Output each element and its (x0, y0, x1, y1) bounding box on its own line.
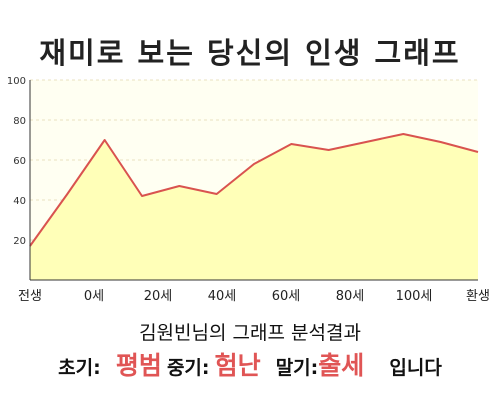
area-fill (30, 134, 478, 280)
early-label: 초기: (58, 357, 101, 379)
x-tick-label: 전생 (18, 289, 42, 304)
y-tick-label: 20 (13, 236, 26, 247)
middle-label: 중기: (166, 357, 210, 379)
life-graph-chart: 20 40 60 80 100 전생 0세 20세 40세 60세 80세 100세 환생 (7, 76, 490, 304)
y-tick-label: 100 (7, 76, 26, 87)
x-tick-label: 80세 (336, 289, 365, 304)
y-tick-label: 60 (13, 156, 26, 167)
analysis-summary: 초기: 평범 중기: 험난 말기:출세 입니다 (0, 346, 500, 382)
middle-value: 험난 (214, 351, 261, 380)
x-tick-label: 20세 (144, 289, 173, 304)
summary-ending: 입니다 (389, 357, 442, 379)
y-tick-label: 80 (13, 116, 26, 127)
x-tick-label: 100세 (396, 289, 433, 304)
series-line (29, 133, 479, 247)
late-value: 출세 (318, 351, 365, 380)
analysis-subtitle: 김원빈님의 그래프 분석결과 (139, 322, 361, 344)
x-tick-label: 0세 (84, 289, 104, 304)
x-tick-label: 40세 (208, 289, 237, 304)
x-tick-label: 60세 (272, 289, 301, 304)
early-value: 평범 (115, 351, 162, 380)
late-label: 말기: (275, 357, 319, 379)
y-tick-label: 40 (13, 196, 26, 207)
x-tick-label: 환생 (466, 289, 490, 304)
chart-title: 재미로 보는 당신의 인생 그래프 (39, 36, 461, 70)
